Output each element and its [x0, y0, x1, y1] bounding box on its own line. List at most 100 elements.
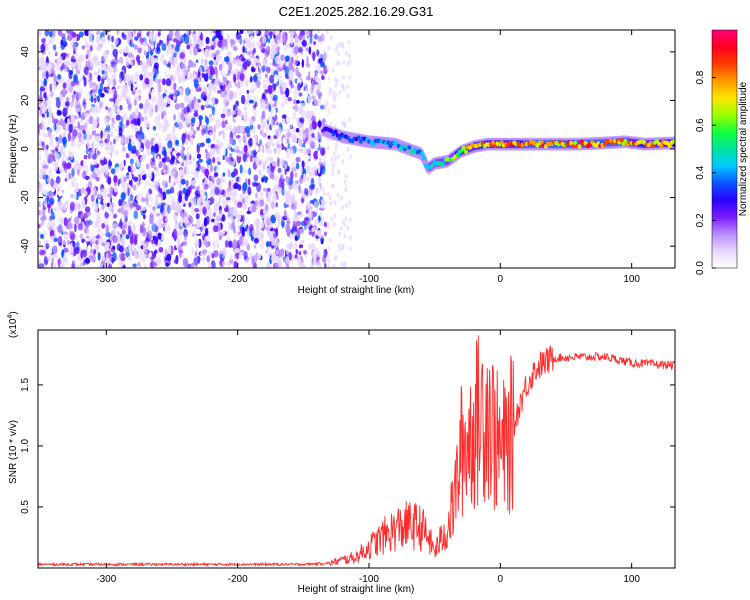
heatmap-cell [130, 82, 134, 92]
heatmap-cell [284, 55, 290, 62]
heatmap-cell [84, 219, 90, 228]
heatmap-cell [174, 30, 181, 40]
heatmap-cell [293, 213, 298, 222]
heatmap-cell [111, 35, 114, 43]
heatmap-cell [184, 118, 189, 127]
heatmap-cell [276, 46, 280, 52]
heatmap-cell [309, 141, 315, 150]
heatmap-cell [38, 57, 41, 66]
heatmap-cell [75, 69, 81, 75]
colorbar-tick-label: 0.6 [695, 118, 706, 132]
heatmap-cell [274, 262, 279, 268]
heatmap-cell [173, 89, 178, 96]
heatmap-cell [317, 54, 323, 59]
heatmap-cell [159, 56, 165, 64]
heatmap-cell [116, 30, 120, 36]
heatmap-cell [127, 165, 132, 173]
heatmap-cell [137, 117, 141, 127]
heatmap-cell [184, 34, 190, 45]
heatmap-cell [213, 212, 216, 218]
heatmap-cell [346, 93, 350, 99]
heatmap-cell [264, 203, 269, 212]
heatmap-cell [213, 250, 219, 258]
heatmap-cell [231, 39, 236, 45]
heatmap-cell [293, 59, 299, 66]
heatmap-cell [295, 203, 300, 208]
heatmap-cell [105, 129, 109, 134]
heatmap-cell [42, 208, 46, 217]
heatmap-cell [52, 262, 57, 268]
y-tick-label: -20 [20, 190, 31, 205]
heatmap-cell [294, 103, 298, 113]
heatmap-cell [165, 156, 170, 163]
heatmap-cell [180, 161, 185, 167]
heatmap-cell [147, 103, 154, 111]
heatmap-cell [203, 183, 209, 190]
heatmap-cell [322, 255, 327, 263]
heatmap-cell [169, 159, 175, 165]
heatmap-cell [193, 78, 199, 89]
heatmap-cell [113, 213, 118, 219]
heatmap-cell [56, 84, 60, 90]
heatmap-cell [129, 173, 132, 181]
heatmap-cell [162, 162, 167, 171]
heatmap-cell [200, 32, 203, 41]
heatmap-cell [48, 110, 53, 119]
heatmap-cell [48, 247, 53, 255]
heatmap-cell [195, 228, 201, 235]
heatmap-cell [282, 172, 285, 176]
heatmap-cell [287, 206, 292, 212]
heatmap-cell [161, 234, 164, 241]
heatmap-cell [308, 231, 313, 236]
heatmap-cell [74, 159, 79, 166]
heatmap-cell [320, 186, 325, 193]
heatmap-cell [108, 112, 112, 119]
heatmap-cell [256, 81, 261, 89]
heatmap-cell [189, 251, 193, 259]
heatmap-cell [147, 230, 153, 240]
heatmap-cell [321, 199, 326, 206]
heatmap-cell [107, 218, 113, 228]
heatmap-cell [341, 41, 345, 47]
heatmap-cell [88, 219, 93, 226]
heatmap-cell [264, 159, 268, 167]
heatmap-cell [341, 83, 345, 89]
heatmap-cell [332, 89, 336, 95]
heatmap-cell [65, 61, 71, 66]
heatmap-cell [210, 30, 213, 36]
heatmap-cell [139, 147, 143, 152]
colorbar-label: Normalized spectral amplitude [738, 81, 749, 216]
heatmap-cell [269, 62, 272, 66]
heatmap-cell [68, 69, 73, 80]
heatmap-cell [65, 149, 70, 159]
heatmap-cell [109, 131, 114, 138]
heatmap-cell [268, 156, 274, 163]
heatmap-cell [257, 124, 261, 130]
heatmap-cell [254, 221, 258, 228]
heatmap-cell [291, 154, 297, 163]
heatmap-cell [179, 89, 185, 96]
heatmap-cell [207, 69, 211, 74]
heatmap-cell [166, 97, 172, 105]
heatmap-cell [70, 62, 76, 68]
heatmap-cell [224, 69, 228, 75]
heatmap-cell [284, 103, 287, 113]
heatmap-cell [141, 67, 145, 73]
heatmap-cell [334, 92, 338, 98]
heatmap-cell [89, 135, 92, 140]
heatmap-cell [307, 210, 314, 219]
heatmap-cell [257, 62, 261, 67]
heatmap-cell [284, 66, 290, 76]
heatmap-cell [212, 41, 217, 49]
heatmap-cell [141, 132, 145, 140]
heatmap-cell [59, 145, 64, 154]
heatmap-cell [298, 130, 302, 137]
heatmap-cell [140, 116, 145, 122]
y-tick-label: 0 [20, 146, 31, 152]
heatmap-cell [253, 107, 257, 117]
heatmap-cell [168, 214, 172, 222]
heatmap-cell [300, 75, 306, 83]
heatmap-cell [147, 200, 152, 206]
heatmap-cell [219, 141, 224, 147]
heatmap-cell [210, 187, 216, 198]
